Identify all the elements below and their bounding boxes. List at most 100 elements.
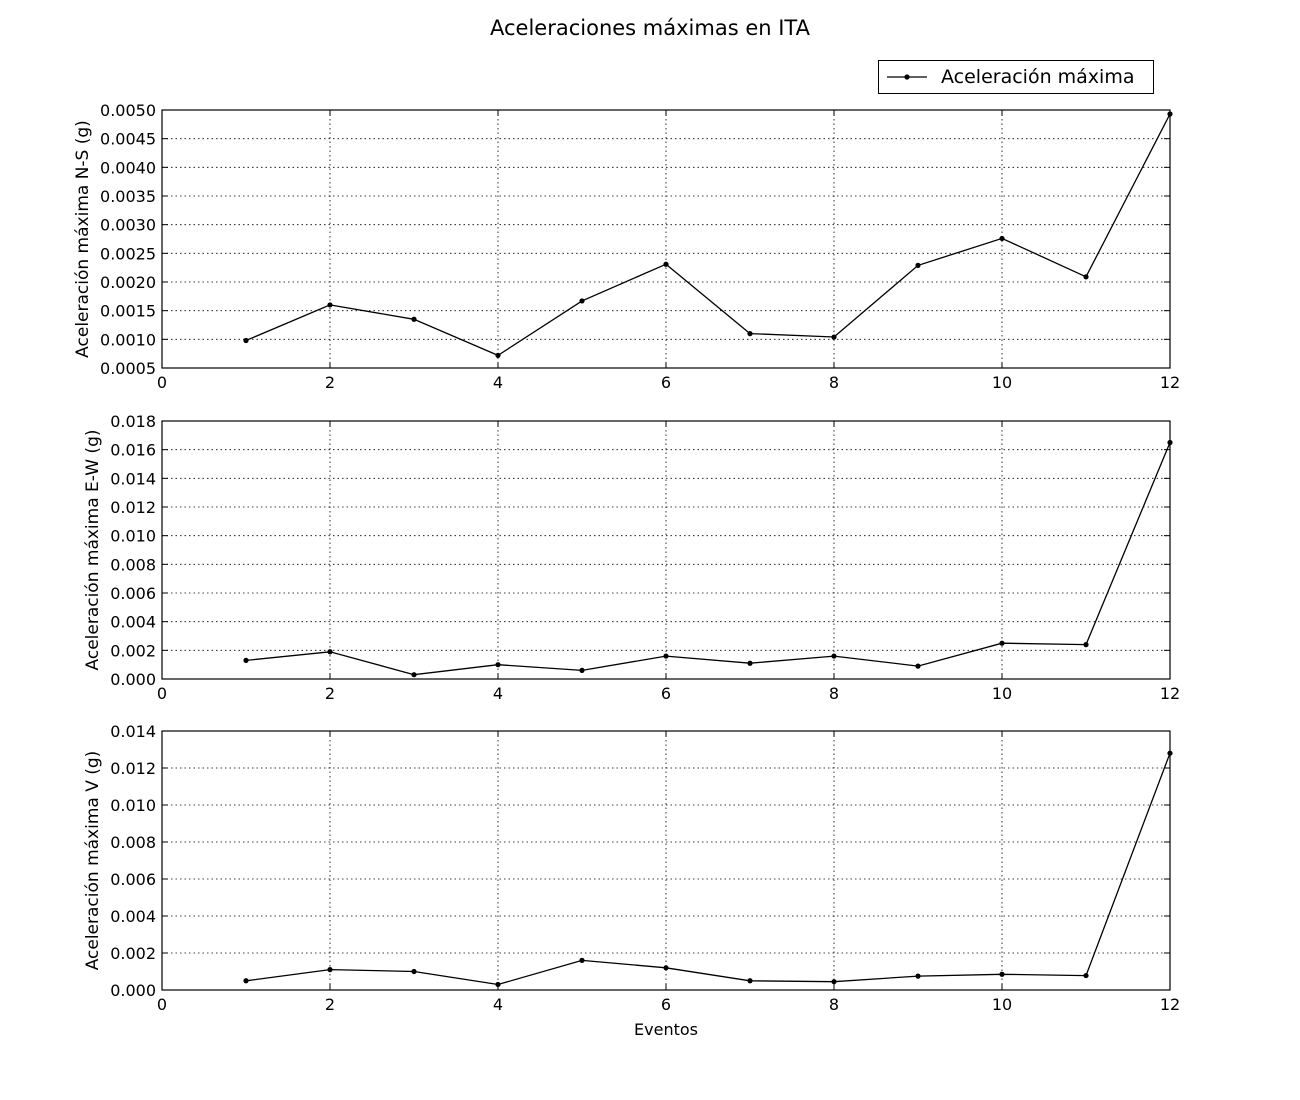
- x-tick-label: 0: [157, 684, 167, 703]
- x-tick-label: 6: [661, 684, 671, 703]
- legend-label: Aceleración máxima: [941, 66, 1135, 88]
- plot-frame: [161, 420, 1171, 680]
- data-point: [1167, 439, 1173, 446]
- plot-frame: [161, 730, 1171, 991]
- data-point: [579, 957, 585, 964]
- data-point: [999, 640, 1005, 646]
- data-point: [831, 979, 837, 985]
- data-point: [327, 967, 333, 973]
- y-tick-label: 0.006: [110, 584, 156, 603]
- x-tick-label: 10: [992, 373, 1012, 392]
- y-tick-label: 0.004: [110, 613, 156, 632]
- x-tick-label: 2: [325, 684, 335, 703]
- data-point: [243, 337, 249, 344]
- x-tick-label: 10: [992, 995, 1012, 1014]
- data-point: [663, 653, 669, 659]
- data-point: [411, 968, 417, 975]
- x-tick-label: 10: [992, 684, 1012, 703]
- data-point: [747, 331, 753, 337]
- y-tick-label: 0.0010: [100, 330, 156, 349]
- x-tick-label: 6: [661, 995, 671, 1014]
- y-tick-label: 0.0030: [100, 216, 156, 235]
- x-tick-label: 12: [1160, 684, 1180, 703]
- x-tick-label: 8: [829, 373, 839, 392]
- x-tick-label: 12: [1160, 373, 1180, 392]
- data-point: [243, 657, 249, 663]
- plot-frame: [161, 109, 1171, 369]
- data-point: [1167, 111, 1173, 117]
- y-tick-label: 0.008: [110, 555, 156, 574]
- y-tick-label: 0.0035: [100, 187, 156, 206]
- y-axis-label: Aceleración máxima V (g): [83, 751, 103, 971]
- y-tick-label: 0.0045: [100, 130, 156, 149]
- chart-title: Aceleraciones máximas en ITA: [490, 16, 810, 40]
- legend-line-marker: [887, 74, 927, 80]
- subplot-1: 0 2 4 6 8 10 12 0.0005 0.0010 0.0015 0.0020 0.0025 0…: [73, 101, 1180, 392]
- data-point: [831, 334, 837, 340]
- x-tick-label: 6: [661, 373, 671, 392]
- x-axis-label: Eventos: [634, 1020, 698, 1039]
- data-point: [243, 978, 249, 984]
- series-line: [245, 113, 1171, 357]
- y-tick-label: 0.008: [110, 833, 156, 852]
- x-tick-label: 2: [325, 373, 335, 392]
- data-point: [999, 235, 1005, 242]
- y-tick-label: 0.010: [110, 796, 156, 815]
- y-tick-label: 0.004: [110, 907, 156, 926]
- x-tick-label: 4: [493, 684, 503, 703]
- y-tick-label: 0.006: [110, 870, 156, 889]
- x-tick-label: 8: [829, 684, 839, 703]
- x-tick-label: 0: [157, 995, 167, 1014]
- y-tick-label: 0.0020: [100, 273, 156, 292]
- data-point: [747, 660, 753, 666]
- x-tick-label: 12: [1160, 995, 1180, 1014]
- y-tick-label: 0.0025: [100, 244, 156, 263]
- data-point: [1083, 274, 1089, 280]
- data-point: [579, 298, 585, 304]
- series-line: [245, 752, 1171, 986]
- subplot-2: 0 2 4 6 8 10 12 0.000 0.002 0.004 0.006 0.008 0.010 0…: [83, 412, 1180, 703]
- data-point: [747, 978, 753, 984]
- y-axis-label: Aceleración máxima E-W (g): [83, 430, 103, 671]
- data-point: [1167, 750, 1173, 756]
- y-tick-label: 0.000: [110, 670, 156, 689]
- y-tick-label: 0.016: [110, 441, 156, 460]
- data-point: [663, 965, 669, 971]
- data-point: [411, 316, 417, 322]
- data-point: [327, 302, 333, 308]
- data-point: [999, 971, 1005, 977]
- x-tick-label: 0: [157, 373, 167, 392]
- data-point: [495, 662, 501, 668]
- y-tick-label: 0.002: [110, 641, 156, 660]
- data-point: [1083, 642, 1089, 648]
- data-point: [495, 981, 501, 988]
- data-point: [831, 653, 837, 659]
- data-point: [579, 667, 585, 674]
- data-point: [915, 973, 921, 979]
- y-tick-label: 0.000: [110, 981, 156, 1000]
- legend: Aceleración máxima: [878, 60, 1154, 94]
- data-point: [495, 352, 501, 358]
- data-point: [915, 663, 921, 669]
- data-point: [915, 262, 921, 268]
- y-tick-label: 0.018: [110, 412, 156, 431]
- y-tick-label: 0.0005: [100, 359, 156, 378]
- data-point: [1083, 972, 1089, 979]
- data-point: [411, 672, 417, 678]
- y-tick-label: 0.002: [110, 944, 156, 963]
- y-tick-label: 0.0040: [100, 158, 156, 177]
- y-tick-label: 0.0050: [100, 101, 156, 120]
- x-tick-label: 4: [493, 995, 503, 1014]
- y-tick-label: 0.014: [110, 722, 156, 741]
- y-tick-label: 0.010: [110, 527, 156, 546]
- y-axis-label: Aceleración máxima N-S (g): [73, 120, 93, 358]
- data-point: [327, 649, 333, 655]
- x-tick-label: 4: [493, 373, 503, 392]
- x-tick-label: 8: [829, 995, 839, 1014]
- x-tick-label: 2: [325, 995, 335, 1014]
- subplot-3: 0 2 4 6 8 10 12 0.000 0.002 0.004 0.006 0.008 0.010 0…: [83, 722, 1180, 1039]
- y-tick-label: 0.012: [110, 498, 156, 517]
- data-point: [663, 261, 669, 267]
- y-tick-label: 0.014: [110, 469, 156, 488]
